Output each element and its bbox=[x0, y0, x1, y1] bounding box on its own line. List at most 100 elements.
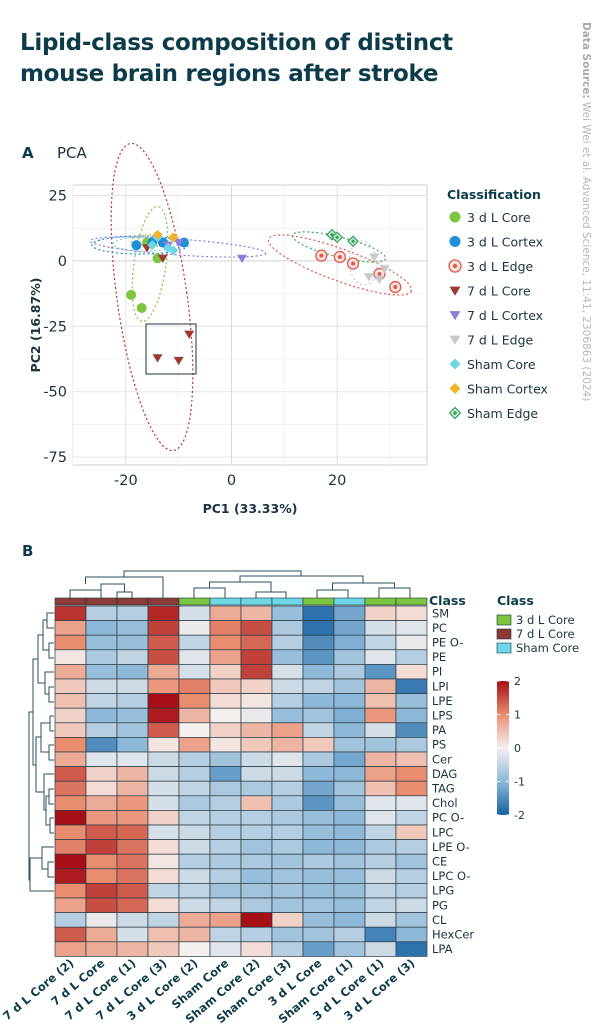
heatmap-cell bbox=[85, 722, 118, 738]
heatmap-cell bbox=[147, 926, 180, 943]
row-label-pc-o: PC O- bbox=[432, 811, 464, 825]
panel-a-letter: A bbox=[22, 144, 34, 162]
legend-label-7-d-l-cortex: 7 d L Cortex bbox=[467, 308, 543, 323]
heatmap-cell bbox=[147, 839, 180, 855]
heatmap-cell bbox=[147, 868, 180, 884]
panel-b-letter: B bbox=[22, 542, 33, 560]
heatmap-cell bbox=[271, 707, 304, 724]
point-sham-cortex bbox=[152, 229, 163, 240]
row-label-lpc: LPC bbox=[432, 825, 453, 839]
heatmap-cell bbox=[333, 897, 366, 913]
heatmap-cell bbox=[302, 649, 335, 665]
legend-label-sham-core: Sham Core bbox=[467, 357, 536, 372]
heatmap-cell bbox=[302, 810, 335, 826]
class-annotation-bar bbox=[54, 597, 428, 606]
heatmap-cell bbox=[54, 853, 87, 870]
heatmap-cell bbox=[240, 605, 273, 621]
heatmap-cell bbox=[147, 853, 180, 870]
heatmap-cell bbox=[271, 780, 304, 797]
legend-swatch-3-d-l-core bbox=[449, 211, 461, 223]
heatmap-cell bbox=[333, 649, 366, 665]
heatmap-cell bbox=[54, 941, 87, 957]
heatmap-cell bbox=[395, 664, 428, 680]
class-legend-label-sham-core: Sham Core bbox=[516, 641, 579, 655]
y-tick-label: 0 bbox=[58, 254, 67, 270]
heatmap-cell bbox=[395, 810, 428, 826]
heatmap-cell bbox=[271, 693, 304, 709]
heatmap-cell bbox=[271, 810, 304, 826]
heatmap-cell bbox=[333, 868, 366, 884]
heatmap-cell bbox=[147, 605, 180, 621]
heatmap-cell bbox=[178, 795, 211, 811]
class-bar-cell-sham-core bbox=[209, 597, 242, 606]
heatmap-cell bbox=[116, 693, 149, 709]
heatmap-cell bbox=[395, 926, 428, 943]
heatmap-cell bbox=[364, 780, 397, 797]
class-bar-cell-3-d-l-core bbox=[364, 597, 397, 606]
heatmap-cell bbox=[240, 824, 273, 840]
heatmap-cell bbox=[54, 751, 87, 767]
heatmap-cell bbox=[364, 868, 397, 884]
heatmap-cell bbox=[116, 795, 149, 811]
heatmap-cells bbox=[54, 605, 428, 957]
class-legend-label-3-d-l-core: 3 d L Core bbox=[516, 613, 575, 627]
class-bar-cell-7-d-l-core bbox=[116, 597, 149, 606]
heatmap-cell bbox=[209, 693, 242, 709]
heatmap-cell bbox=[395, 737, 428, 753]
heatmap-cell bbox=[85, 605, 118, 621]
heatmap-cell bbox=[302, 678, 335, 694]
legend-swatch-3-d-l-edge-inner bbox=[452, 263, 458, 269]
row-label-pg: PG bbox=[432, 898, 448, 912]
heatmap-cell bbox=[85, 649, 118, 665]
heatmap-cell bbox=[302, 795, 335, 811]
legend-label-3-d-l-core: 3 d L Core bbox=[467, 210, 531, 225]
row-label-ps: PS bbox=[432, 738, 446, 752]
heatmap-cell bbox=[209, 780, 242, 797]
heatmap-cell bbox=[147, 634, 180, 651]
heatmap-cell bbox=[364, 649, 397, 665]
column-dendrogram bbox=[69, 570, 411, 599]
heatmap-cell bbox=[209, 926, 242, 943]
heatmap-cell bbox=[116, 722, 149, 738]
heatmap-cell bbox=[147, 751, 180, 767]
class-legend-swatch-sham-core bbox=[496, 642, 512, 654]
heatmap-cell bbox=[54, 737, 87, 753]
heatmap-cell bbox=[85, 839, 118, 855]
point-3-d-l-edge-inner bbox=[377, 271, 382, 276]
heatmap-cell bbox=[178, 926, 211, 943]
heatmap-cell bbox=[54, 926, 87, 943]
colorbar-tick-label: 1 bbox=[514, 709, 521, 722]
colorbar-tick-label: 0 bbox=[514, 742, 521, 755]
heatmap-cell bbox=[209, 824, 242, 840]
heatmap-cell bbox=[116, 766, 149, 782]
heatmap-cell bbox=[54, 824, 87, 840]
colorbar: 2 1 0 -1 -2 bbox=[497, 675, 525, 822]
heatmap-cell bbox=[54, 810, 87, 826]
heatmap-cell bbox=[240, 853, 273, 870]
heatmap-cell bbox=[116, 839, 149, 855]
legend-swatch-sham-edge bbox=[448, 406, 462, 420]
heatmap-cell bbox=[364, 605, 397, 621]
heatmap-cell bbox=[271, 737, 304, 753]
heatmap-cell bbox=[271, 664, 304, 680]
highlight-box bbox=[145, 323, 197, 375]
legend-label-7-d-l-edge: 7 d L Edge bbox=[467, 333, 534, 348]
heatmap-cell bbox=[302, 926, 335, 943]
heatmap-cell bbox=[178, 897, 211, 913]
heatmap-cell bbox=[85, 707, 118, 724]
row-label-cer: Cer bbox=[432, 752, 452, 766]
heatmap-cell bbox=[147, 693, 180, 709]
heatmap-cell bbox=[240, 737, 273, 753]
heatmap-cell bbox=[209, 649, 242, 665]
heatmap-cell bbox=[333, 722, 366, 738]
heatmap-cell bbox=[333, 839, 366, 855]
heatmap-cell bbox=[85, 664, 118, 680]
heatmap-cell bbox=[302, 941, 335, 957]
heatmap-cell bbox=[364, 824, 397, 840]
heatmap-cell bbox=[395, 707, 428, 724]
heatmap-cell bbox=[333, 620, 366, 636]
heatmap-cell bbox=[178, 810, 211, 826]
heatmap-cell bbox=[240, 810, 273, 826]
heatmap-cell bbox=[85, 810, 118, 826]
point-sham-edge-inner bbox=[334, 235, 340, 240]
